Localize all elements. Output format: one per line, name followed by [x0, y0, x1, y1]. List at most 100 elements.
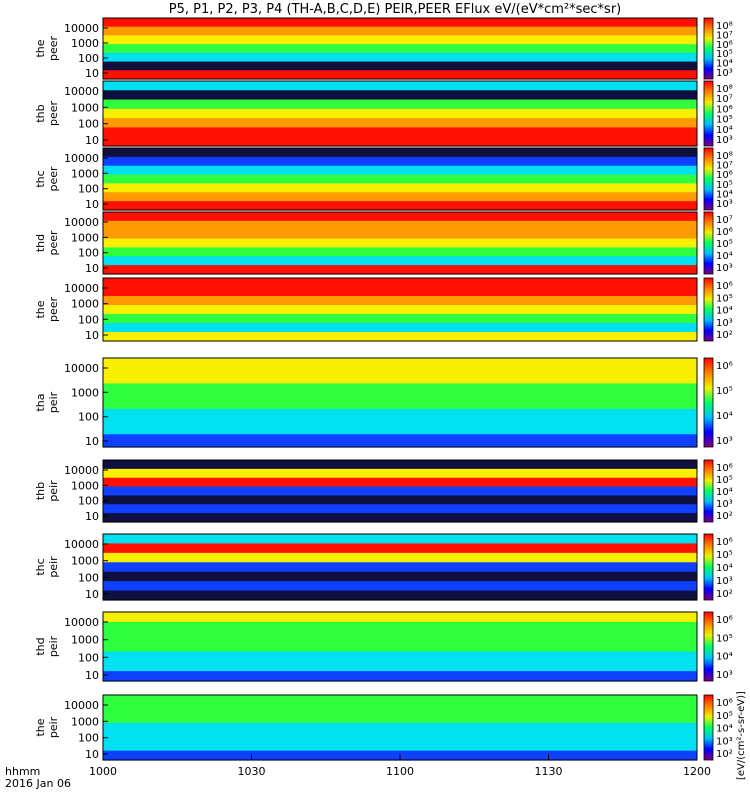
y-tick-label: 1000 — [71, 479, 99, 492]
colorbar-tick-label: 10⁴ — [716, 724, 733, 735]
panel-label: peer — [47, 166, 60, 192]
spectrogram-band — [103, 695, 697, 705]
colorbar — [703, 277, 714, 342]
spectrogram-band — [103, 495, 697, 505]
spectrogram-band — [103, 265, 697, 275]
colorbar-tick-label: 10² — [716, 589, 733, 600]
colorbar-tick-label: 10⁴ — [716, 189, 733, 200]
spectrogram-band — [103, 581, 697, 592]
y-tick-label: 10000 — [64, 85, 99, 98]
spectrogram-band — [103, 704, 697, 715]
spectrogram-band — [103, 460, 697, 470]
spectrogram-band — [103, 156, 697, 167]
spectrogram-panel: 10000 1000 100 10 tha peir 10⁶ 10⁵ 10⁴ 10³ — [34, 357, 733, 448]
spectrogram-band — [103, 229, 697, 240]
y-tick-label: 100 — [78, 313, 99, 326]
spectrogram-band — [103, 192, 697, 202]
colorbar-tick-label: 10⁵ — [716, 293, 733, 304]
panel-label: the — [34, 718, 47, 736]
spectrogram-band — [103, 571, 697, 582]
y-tick-label: 1000 — [71, 231, 99, 244]
spectrogram-band — [103, 621, 697, 633]
spectrogram-panel: 10000 1000 100 10 thc peir 10⁶ 10⁵ 10⁴ 10³ 10² — [34, 533, 733, 601]
panel-label: thb — [34, 104, 47, 122]
colorbar-tick-label: 10⁷ — [716, 30, 733, 41]
colorbar-tick-label: 10⁴ — [716, 306, 733, 317]
colorbar — [703, 533, 714, 601]
spectrogram-band — [103, 26, 697, 37]
spectrogram-band — [103, 127, 697, 138]
y-tick-label: 10 — [85, 67, 99, 80]
panel-label: thb — [34, 482, 47, 500]
colorbar — [703, 459, 714, 523]
colorbar-tick-label: 10⁸ — [716, 151, 733, 162]
colorbar-tick-label: 10² — [716, 511, 733, 522]
y-tick-label: 10000 — [64, 362, 99, 375]
colorbar-tick-label: 10³ — [716, 199, 733, 210]
panel-frame — [102, 80, 698, 147]
colorbar — [703, 357, 714, 448]
y-tick-label: 10000 — [64, 538, 99, 551]
colorbar-tick-label: 10⁴ — [716, 59, 733, 70]
colorbar-tick-label: 10⁷ — [716, 161, 733, 172]
y-tick-label: 1000 — [71, 101, 99, 114]
spectrogram-band — [103, 590, 697, 601]
spectrogram-band — [103, 434, 697, 448]
panel-frame — [102, 357, 698, 448]
time-axis-name: hhmm — [5, 765, 40, 778]
y-tick-label: 100 — [78, 411, 99, 424]
spectrogram-band — [103, 44, 697, 54]
date-label: 2016 Jan 06 — [5, 777, 71, 790]
y-tick-label: 10000 — [64, 282, 99, 295]
colorbar-tick-label: 10⁵ — [716, 550, 733, 561]
spectrogram-band — [103, 408, 697, 423]
panel-label: peir — [47, 556, 60, 578]
panel-label: tha — [34, 393, 47, 411]
x-tick-label: 1130 — [535, 765, 563, 778]
colorbar-tick-label: 10⁶ — [716, 104, 733, 115]
y-tick-label: 1000 — [71, 167, 99, 180]
x-tick-label: 1100 — [386, 765, 414, 778]
y-tick-label: 100 — [78, 247, 99, 260]
y-tick-label: 100 — [78, 183, 99, 196]
colorbar-tick-label: 10³ — [716, 68, 733, 79]
y-tick-label: 10 — [85, 748, 99, 761]
y-tick-label: 10000 — [64, 464, 99, 477]
colorbar-tick-label: 10⁶ — [716, 40, 733, 51]
x-tick-label: 1000 — [89, 765, 117, 778]
y-tick-label: 100 — [78, 651, 99, 664]
spectrogram-band — [103, 296, 697, 306]
spectrogram-band — [103, 220, 697, 231]
spectrogram-band — [103, 61, 697, 71]
y-tick-label: 10000 — [64, 699, 99, 712]
y-tick-label: 1000 — [71, 634, 99, 647]
y-tick-label: 1000 — [71, 715, 99, 728]
y-tick-label: 10000 — [64, 616, 99, 629]
colorbar-tick-label: 10⁵ — [716, 711, 733, 722]
spectrogram-band — [103, 732, 697, 743]
panel-label: peir — [47, 391, 60, 413]
spectrogram-band — [103, 661, 697, 672]
spectrogram-band — [103, 81, 697, 91]
spectrogram-band — [103, 212, 697, 222]
spectrogram-band — [103, 671, 697, 682]
y-tick-label: 1000 — [71, 298, 99, 311]
spectrogram-band — [103, 396, 697, 410]
spectrogram-band — [103, 256, 697, 266]
colorbar-tick-label: 10⁶ — [716, 281, 733, 292]
spectrogram-band — [103, 118, 697, 129]
spectrogram-band — [103, 370, 697, 385]
colorbar-tick-label: 10³ — [716, 263, 733, 274]
y-tick-label: 1000 — [71, 555, 99, 568]
colorbar-tick-label: 10⁴ — [716, 563, 733, 574]
panel-label: peir — [47, 480, 60, 502]
spectrogram-band — [103, 552, 697, 563]
colorbar-tick-label: 10⁴ — [716, 125, 733, 136]
colorbar-unit-label: [eV/(cm²-s-sr-eV)] — [736, 691, 747, 780]
spectrogram-band — [103, 741, 697, 752]
spectrogram-band — [103, 477, 697, 488]
